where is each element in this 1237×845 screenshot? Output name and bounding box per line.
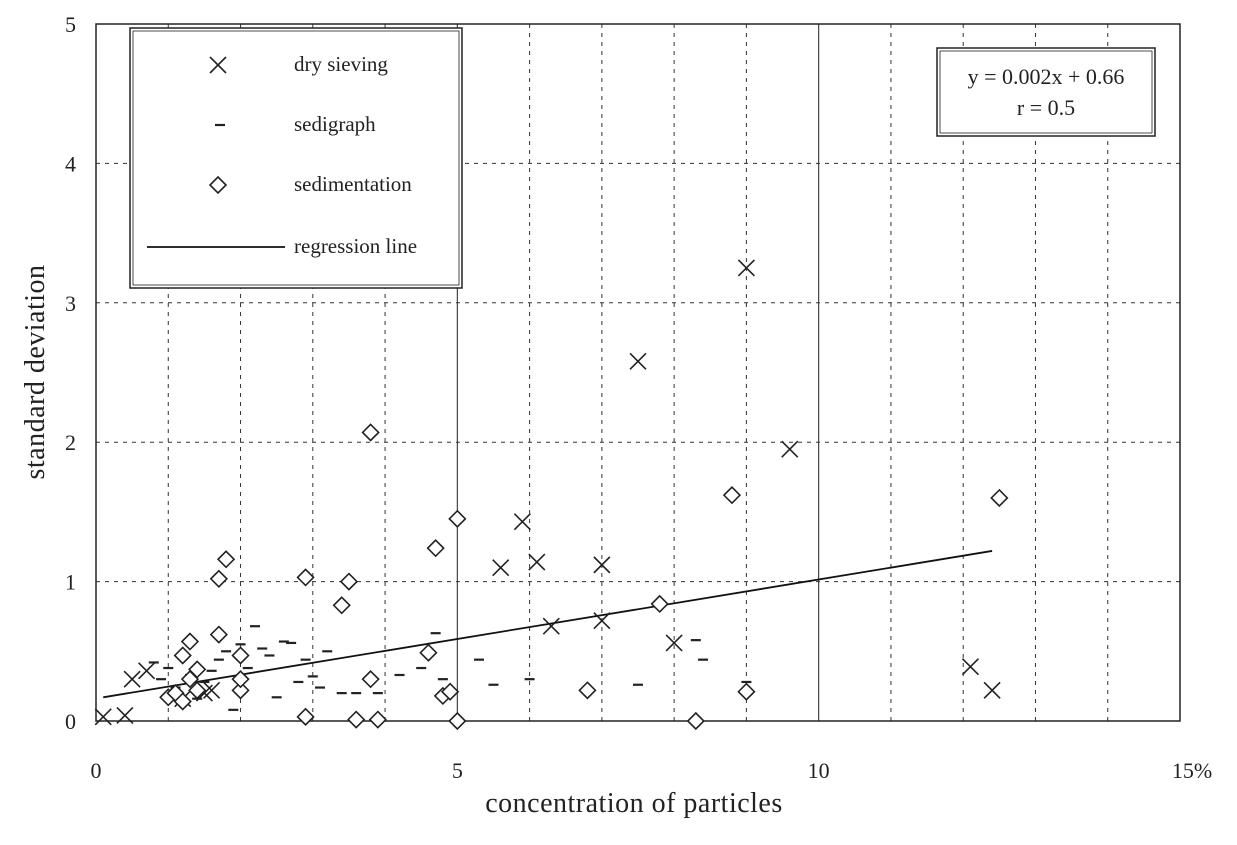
- y-tick-label: 1: [65, 570, 76, 595]
- y-tick-label: 4: [65, 151, 76, 176]
- legend-label: dry sieving: [294, 52, 388, 76]
- x-tick-label: 10: [808, 758, 830, 783]
- sedimentation-point: [173, 646, 192, 665]
- sedimentation-point: [339, 572, 359, 591]
- sedimentation-point: [419, 643, 438, 662]
- equation-box: y = 0.002x + 0.66 r = 0.5: [936, 47, 1156, 137]
- sedimentation-point: [296, 707, 315, 726]
- dry-sieving-legend-icon: [209, 56, 227, 74]
- sedimentation-point: [231, 670, 250, 689]
- legend-box: [129, 27, 463, 289]
- legend-label: sedigraph: [294, 112, 376, 136]
- sedimentation-point: [188, 660, 207, 679]
- sedimentation-point: [440, 682, 460, 701]
- y-axis-label: standard deviation: [20, 264, 51, 479]
- sedimentation-legend-icon: [208, 175, 228, 195]
- sedimentation-point: [448, 711, 467, 731]
- y-tick-label: 5: [65, 12, 76, 37]
- sedimentation-point: [332, 596, 351, 615]
- dry-sieving-point: [513, 513, 531, 531]
- sedimentation-point: [173, 692, 192, 711]
- x-tick-label: 15%: [1172, 758, 1212, 783]
- y-tick-label: 3: [65, 291, 76, 316]
- sedimentation-point: [686, 711, 705, 731]
- sedimentation-point: [216, 550, 236, 569]
- dry-sieving-point: [665, 634, 683, 652]
- sedimentation-point: [650, 594, 669, 614]
- tick-labels: 0 5 10 15% 0 1 2 3 4 5: [65, 12, 1212, 783]
- dry-sieving-point: [983, 681, 1001, 699]
- sedimentation-point: [426, 539, 445, 558]
- sedimentation-point: [209, 569, 228, 588]
- equation-line-1: y = 0.002x + 0.66: [968, 64, 1125, 89]
- dry-sieving-point: [781, 440, 799, 458]
- dry-sieving-point: [94, 708, 112, 726]
- x-tick-label: 5: [452, 758, 463, 783]
- sedimentation-point: [368, 710, 387, 729]
- sedimentation-point: [990, 488, 1009, 508]
- dry-sieving-point: [737, 259, 755, 277]
- sedimentation-point: [180, 632, 200, 651]
- dry-sieving-point: [116, 706, 134, 724]
- sedimentation-point: [448, 509, 467, 529]
- legend-label: sedimentation: [294, 172, 412, 196]
- regression-line: [103, 550, 993, 699]
- dry-sieving-point: [528, 553, 546, 571]
- dry-sieving-point: [961, 658, 979, 676]
- sedimentation-point: [209, 625, 228, 644]
- plot-frame: [95, 23, 1181, 722]
- dry-sieving-point: [593, 556, 611, 574]
- dry-sieving-point: [138, 662, 156, 680]
- sedimentation-point: [347, 710, 366, 729]
- sedimentation-point: [737, 682, 756, 701]
- sedimentation-point: [361, 423, 380, 442]
- dry-sieving-point: [629, 352, 647, 370]
- data-marks: [94, 259, 1009, 731]
- sedimentation-point: [231, 681, 250, 700]
- sedimentation-point: [722, 486, 742, 505]
- sedimentation-point: [296, 568, 315, 587]
- sedimentation-point: [578, 681, 597, 700]
- dry-sieving-point: [593, 612, 611, 630]
- x-axis-label: concentration of particles: [485, 788, 783, 819]
- y-tick-label: 0: [65, 709, 76, 734]
- dry-sieving-point: [542, 617, 560, 635]
- y-tick-label: 2: [65, 430, 76, 455]
- equation-line-2: r = 0.5: [1017, 95, 1075, 120]
- sedimentation-point: [231, 646, 250, 665]
- dry-sieving-point: [492, 559, 510, 577]
- x-tick-label: 0: [91, 758, 102, 783]
- sedimentation-point: [361, 670, 380, 689]
- legend-label: regression line: [294, 234, 417, 258]
- dry-sieving-point: [123, 670, 141, 688]
- legend: dry sieving sedigraph sedimentation regress…: [129, 27, 463, 289]
- sedimentation-point: [188, 681, 207, 700]
